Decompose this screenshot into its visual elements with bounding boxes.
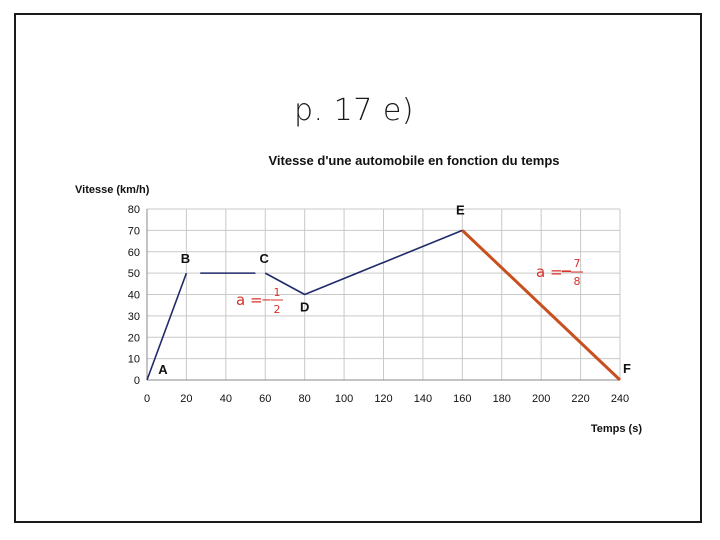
point-label-a: A (158, 362, 168, 377)
slope-ef-denominator: 8 (574, 275, 581, 288)
slope-ef-prefix: a = (536, 263, 563, 281)
slope-annotation-cd: a = − 1 2 (236, 286, 283, 316)
x-tick-label: 180 (493, 393, 511, 405)
slope-annotation-ef: a = − 7 8 (536, 257, 583, 288)
slide-heading: p. 17 e) (294, 93, 414, 128)
y-tick-label: 60 (128, 247, 140, 259)
y-tick-label: 50 (128, 268, 140, 280)
x-tick-label: 240 (611, 393, 629, 405)
x-tick-label: 0 (144, 393, 150, 405)
x-tick-label: 20 (180, 393, 192, 405)
point-label-e: E (456, 202, 465, 217)
y-tick-label: 10 (128, 354, 140, 366)
series-line-segment (146, 272, 188, 381)
x-tick-label: 80 (299, 393, 311, 405)
slope-cd-numerator: 1 (274, 286, 281, 299)
x-tick-label: 100 (335, 393, 353, 405)
y-tick-label: 40 (128, 290, 140, 302)
y-tick-label: 30 (128, 311, 140, 323)
x-tick-label: 40 (220, 393, 232, 405)
x-tick-labels: 0 20 40 60 80 100 120 140 160 180 200 220 240 (144, 393, 629, 405)
x-axis-title: Temps (s) (591, 423, 642, 435)
x-tick-label: 200 (532, 393, 550, 405)
point-label-f: F (623, 361, 631, 376)
y-tick-labels: 0 10 20 30 40 50 60 70 80 (128, 204, 140, 387)
y-tick-label: 80 (128, 204, 140, 216)
series-line-segment (264, 229, 463, 296)
slope-cd-denominator: 2 (274, 303, 281, 316)
slope-cd-prefix: a = (236, 291, 263, 309)
y-axis-title: Vitesse (km/h) (75, 184, 150, 196)
x-tick-label: 220 (571, 393, 589, 405)
slope-cd-sign: − (261, 293, 272, 308)
series-line-segment (461, 229, 622, 382)
point-label-c: C (260, 251, 270, 266)
slide-frame (14, 13, 702, 523)
y-tick-label: 70 (128, 225, 140, 237)
x-tick-label: 160 (453, 393, 471, 405)
y-tick-label: 0 (134, 375, 140, 387)
point-label-d: D (300, 300, 309, 315)
point-label-b: B (181, 251, 190, 266)
grid (146, 208, 621, 381)
slope-ef-sign: − (560, 262, 573, 280)
slope-ef-numerator: 7 (574, 257, 581, 270)
x-tick-label: 140 (414, 393, 432, 405)
x-tick-label: 60 (259, 393, 271, 405)
point-labels: A B C D E F (158, 202, 631, 377)
x-tick-label: 120 (374, 393, 392, 405)
y-tick-label: 20 (128, 332, 140, 344)
chart-title: Vitesse d'une automobile en fonction du … (268, 153, 559, 168)
series-lines (146, 229, 622, 382)
